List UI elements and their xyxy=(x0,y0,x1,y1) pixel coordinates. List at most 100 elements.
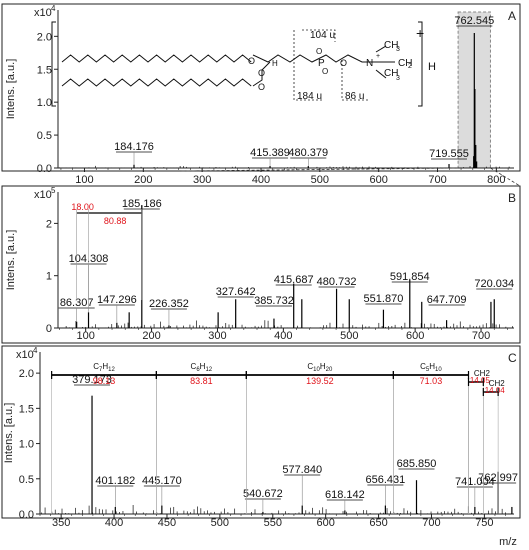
peak-label: 577.840 xyxy=(282,464,322,476)
y-axis-label: Intens. [a.u.] xyxy=(5,59,17,120)
x-tick-label: 200 xyxy=(142,330,160,342)
formula-part: 5 xyxy=(426,367,430,373)
x-tick-label: 700 xyxy=(428,174,446,186)
panel-letter: C xyxy=(508,351,517,365)
fragment-formula: CH2 xyxy=(489,379,506,388)
fragment-mass: 83.81 xyxy=(190,376,213,386)
x-tick-label: 750 xyxy=(475,517,493,529)
x-tick-label: 100 xyxy=(75,174,93,186)
peak-label: 762.545 xyxy=(454,15,494,27)
peak-label: 401.182 xyxy=(95,475,135,487)
formula-part: 6 xyxy=(196,367,200,373)
peak-label: 720.034 xyxy=(474,278,514,290)
x-tick-label: 450 xyxy=(158,517,176,529)
x-tick-label: 350 xyxy=(52,517,70,529)
structure-atom: + xyxy=(416,25,424,41)
peak-label: 415.389 xyxy=(250,147,290,159)
formula-part: C xyxy=(420,362,426,371)
y-exponent: x10 xyxy=(34,7,52,19)
panel-frame xyxy=(1,345,521,519)
zoom-connector xyxy=(181,167,459,172)
x-tick-label: 400 xyxy=(252,174,270,186)
fragment-mass: 71.03 xyxy=(420,376,443,386)
x-tick-label: 650 xyxy=(369,517,387,529)
structure-atom: 2 xyxy=(408,63,412,70)
peak-label: 591.854 xyxy=(390,271,430,283)
x-tick-label: 700 xyxy=(472,330,490,342)
fragment-size-label: 184 u xyxy=(297,91,322,102)
peak-label: 86.307 xyxy=(60,297,94,309)
peak-label: 540.672 xyxy=(243,488,283,500)
formula-part: 12 xyxy=(205,367,212,373)
peak-label: 184.176 xyxy=(114,141,154,153)
panel-letter: A xyxy=(508,9,516,23)
fragment-size-label: 86 u xyxy=(345,91,364,102)
x-tick-label: 500 xyxy=(211,517,229,529)
fragment-marker xyxy=(302,29,336,42)
formula-part: H xyxy=(102,362,108,371)
panel-c: 0.0 0.5 1.0 1.5 2.0 Intens. [a.u.] x10 4 350 400 4… xyxy=(1,345,521,548)
panel-a: 0.0 0.5 1.0 1.5 2.0 Intens. [a.u.] x10 4 100 200 3… xyxy=(1,3,521,187)
formula-part: 12 xyxy=(108,367,115,373)
structure-atom: + xyxy=(376,53,380,60)
x-tick-label: 600 xyxy=(369,174,387,186)
x-tick-label: 550 xyxy=(264,517,282,529)
x-tick-label: 800 xyxy=(487,174,505,186)
peak-label: 415.687 xyxy=(274,274,314,286)
structure-atom: O xyxy=(258,82,265,92)
fragment-formula: C10H20 xyxy=(307,362,333,373)
y-tick-label: 2.0 xyxy=(37,31,52,43)
x-tick-label: 400 xyxy=(105,517,123,529)
bracket-right xyxy=(418,21,423,107)
y-exponent-power: 4 xyxy=(51,4,56,13)
bracket-left xyxy=(51,21,56,107)
y-tick-label: 0.5 xyxy=(37,130,52,142)
mass-diff-label: 18.00 xyxy=(71,202,94,212)
headgroup-bonds xyxy=(252,54,395,63)
peak-label: 685.850 xyxy=(397,458,437,470)
fragment-formula: CH2 xyxy=(474,369,491,378)
peak-label: 618.142 xyxy=(325,489,365,501)
peak-label: 385.732 xyxy=(254,295,294,307)
y-tick-label: 1.5 xyxy=(19,403,34,415)
y-tick-label: 0.0 xyxy=(37,163,52,175)
peak-label: 147.296 xyxy=(97,294,137,306)
peak-label: 226.352 xyxy=(149,298,189,310)
panel-b: 0 1 2 Intens. [a.u.] x10 5 100 200 300 400 500 600 7… xyxy=(1,185,521,344)
formula-part: C xyxy=(307,362,313,371)
structure-atom: H xyxy=(272,59,278,68)
y-axis-label: Intens. [a.u.] xyxy=(3,403,15,464)
y-tick-label: 1.0 xyxy=(19,439,34,451)
y-exponent-power: 4 xyxy=(33,346,38,355)
x-tick-label: 300 xyxy=(208,330,226,342)
structure-atom: CH xyxy=(384,68,398,79)
formula-part: H xyxy=(429,362,435,371)
formula-part: H xyxy=(320,362,326,371)
formula-part: 10 xyxy=(313,367,320,373)
fragment-mass: 139.52 xyxy=(306,376,334,386)
panel-frame xyxy=(1,185,521,344)
x-axis-label: m/z xyxy=(499,536,517,548)
structure-atom: H xyxy=(428,61,436,73)
formula-part: 20 xyxy=(326,367,333,373)
structure-atom: N xyxy=(366,58,373,69)
ester-bonds xyxy=(252,61,271,87)
peak-label: 719.555 xyxy=(429,148,469,160)
peak-label: 185.186 xyxy=(122,198,162,210)
peak-label: 480.379 xyxy=(288,147,328,159)
y-exponent-power: 5 xyxy=(51,186,56,195)
peak-label: 480.732 xyxy=(317,276,357,288)
x-tick-label: 600 xyxy=(316,517,334,529)
y-tick-label: 0 xyxy=(46,323,52,335)
y-tick-label: 0.5 xyxy=(19,474,34,486)
fragment-mass: 98.13 xyxy=(93,376,116,386)
alkyl-chain xyxy=(61,78,252,87)
y-tick-label: 1 xyxy=(46,271,52,283)
fragment-size-label: 104 u xyxy=(310,30,335,41)
methyl-bond xyxy=(375,69,387,79)
x-tick-label: 100 xyxy=(76,330,94,342)
y-tick-label: 0.0 xyxy=(19,509,34,521)
y-exponent: x10 xyxy=(16,349,34,361)
x-tick-label: 500 xyxy=(340,330,358,342)
